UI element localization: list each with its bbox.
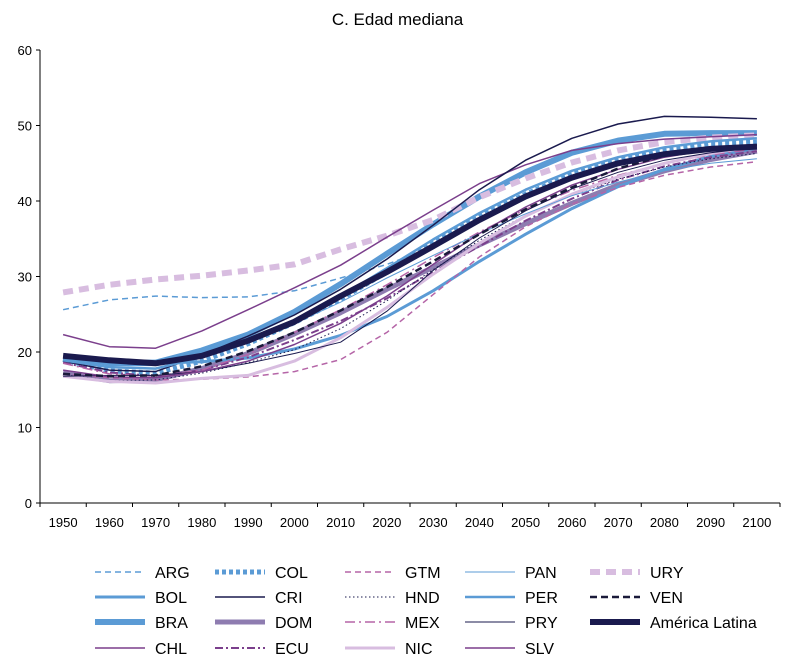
legend-label-hnd: HND (405, 590, 440, 607)
x-tick-label: 2040 (465, 515, 494, 530)
legend-label-am-rica-latina: América Latina (650, 615, 757, 632)
legend-label-gtm: GTM (405, 565, 441, 582)
x-tick-label: 2000 (280, 515, 309, 530)
legend-label-bol: BOL (155, 590, 187, 607)
legend-label-ecu: ECU (275, 641, 309, 656)
legend-label-col: COL (275, 565, 308, 582)
legend-label-nic: NIC (405, 641, 433, 656)
plot-area (62, 115, 758, 385)
series-line-gtm (63, 160, 757, 381)
series-line-am-rica-latina (62, 143, 758, 367)
legend: ARG COL GTM PAN URY BOL CRI HND PER VEN BRA DOM MEX P… (95, 565, 757, 656)
y-tick-label: 40 (18, 194, 32, 209)
x-tick-label: 2100 (742, 515, 771, 530)
legend-label-arg: ARG (155, 565, 190, 582)
legend-label-ven: VEN (650, 590, 683, 607)
series-line-dom (62, 148, 758, 384)
legend-label-dom: DOM (275, 615, 312, 632)
series-line-pry (63, 146, 757, 377)
legend-label-ury: URY (650, 565, 684, 582)
x-tick-label: 2050 (511, 515, 540, 530)
legend-label-bra: BRA (155, 615, 188, 632)
y-tick-label: 0 (25, 496, 32, 511)
x-tick-label: 2070 (604, 515, 633, 530)
x-tick-label: 1960 (95, 515, 124, 530)
legend-label-chl: CHL (155, 641, 187, 656)
x-tick-label: 2060 (557, 515, 586, 530)
series-line-chl (62, 133, 757, 349)
chart-title: C. Edad mediana (331, 10, 464, 29)
x-tick-label: 2090 (696, 515, 725, 530)
x-tick-label: 1980 (187, 515, 216, 530)
legend-label-slv: SLV (525, 641, 554, 656)
series-line-ury (62, 132, 758, 296)
series-line-per (62, 137, 757, 370)
y-tick-label: 10 (18, 421, 32, 436)
y-tick-label: 50 (18, 119, 32, 134)
legend-label-mex: MEX (405, 615, 440, 632)
x-tick-label: 2010 (326, 515, 355, 530)
series-line-ecu (62, 150, 758, 378)
legend-label-cri: CRI (275, 590, 303, 607)
y-tick-label: 60 (18, 43, 32, 58)
series-line-ven (63, 143, 758, 378)
legend-label-pan: PAN (525, 565, 557, 582)
y-tick-label: 30 (18, 270, 32, 285)
x-tick-label: 2030 (419, 515, 448, 530)
series-line-hnd (63, 152, 757, 382)
series-line-slv (62, 144, 757, 379)
x-tick-label: 2020 (372, 515, 401, 530)
legend-label-per: PER (525, 590, 558, 607)
x-tick-label: 1990 (234, 515, 263, 530)
x-tick-label: 1950 (49, 515, 78, 530)
series-line-nic (62, 144, 758, 385)
x-tick-label: 1970 (141, 515, 170, 530)
x-tick-label: 2080 (650, 515, 679, 530)
y-tick-label: 20 (18, 345, 32, 360)
legend-label-pry: PRY (525, 615, 558, 632)
